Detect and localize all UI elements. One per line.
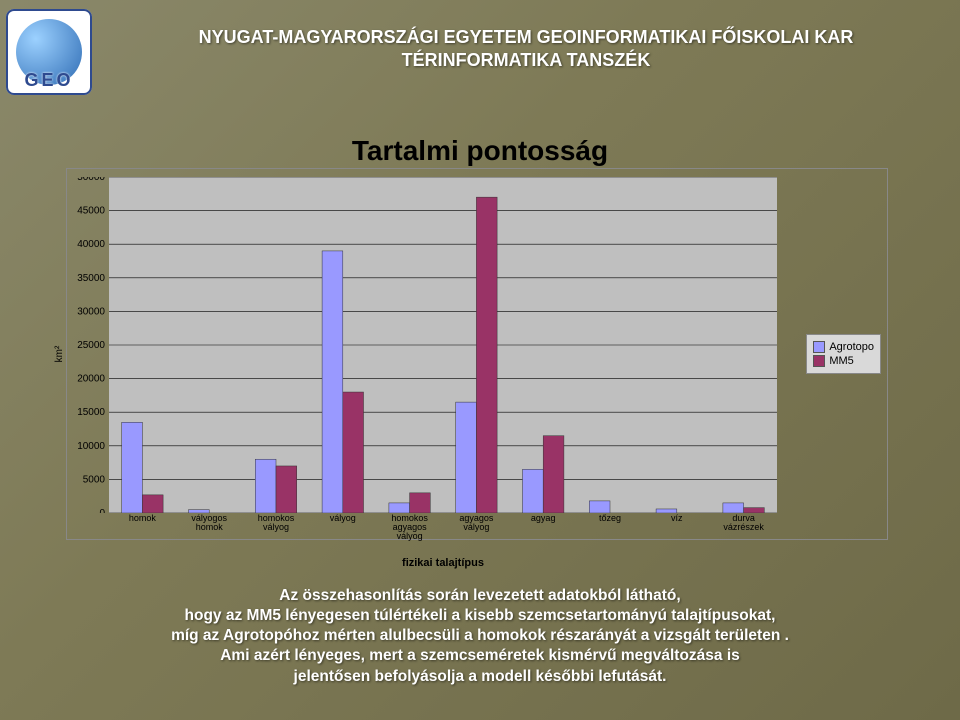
caption-line: Ami azért lényeges, mert a szemcsemérete… xyxy=(40,646,920,666)
svg-text:10000: 10000 xyxy=(77,441,105,452)
y-axis-label: km² xyxy=(54,346,65,363)
svg-text:homok: homok xyxy=(196,522,224,532)
header: GEO NYUGAT-MAGYARORSZÁGI EGYETEM GEOINFO… xyxy=(0,0,960,98)
svg-text:víz: víz xyxy=(671,513,683,523)
x-ticks: homokvályogoshomokhomokosvályogvályoghom… xyxy=(109,513,777,543)
svg-text:35000: 35000 xyxy=(77,273,105,284)
caption-line: Az összehasonlítás során levezetett adat… xyxy=(40,586,920,606)
svg-text:30000: 30000 xyxy=(77,306,105,317)
logo: GEO xyxy=(6,9,92,95)
y-ticks: 0 5000 10000 15000 20000 25000 30000 35000 40000… xyxy=(67,177,109,513)
svg-text:homok: homok xyxy=(129,513,157,523)
svg-text:vályog: vályog xyxy=(397,531,423,541)
caption-line: jelentősen befolyásolja a modell későbbi… xyxy=(40,667,920,687)
legend-swatch xyxy=(813,355,825,367)
legend-item: MM5 xyxy=(813,355,874,367)
caption: Az összehasonlítás során levezetett adat… xyxy=(40,586,920,687)
header-line2: TÉRINFORMATIKA TANSZÉK xyxy=(92,50,960,71)
svg-text:40000: 40000 xyxy=(77,239,105,250)
legend-label: Agrotopo xyxy=(829,341,874,353)
caption-line: míg az Agrotopóhoz mérten alulbecsüli a … xyxy=(40,626,920,646)
legend-label: MM5 xyxy=(829,355,853,367)
chart-svg xyxy=(109,177,777,513)
chart: km² 050001000015000200002500030000350004… xyxy=(66,168,888,540)
svg-text:15000: 15000 xyxy=(77,407,105,418)
svg-text:vályog: vályog xyxy=(330,513,356,523)
legend: Agrotopo MM5 xyxy=(806,334,881,374)
svg-text:20000: 20000 xyxy=(77,374,105,385)
logo-text: GEO xyxy=(6,70,92,91)
svg-text:vályog: vályog xyxy=(263,522,289,532)
svg-text:5000: 5000 xyxy=(83,474,106,485)
svg-text:0: 0 xyxy=(99,508,105,513)
plot-area xyxy=(109,177,777,513)
legend-item: Agrotopo xyxy=(813,341,874,353)
x-axis-label: fizikai talajtípus xyxy=(109,557,777,569)
svg-text:tőzeg: tőzeg xyxy=(599,513,621,523)
caption-line: hogy az MM5 lényegesen túlértékeli a kis… xyxy=(40,606,920,626)
svg-text:50000: 50000 xyxy=(77,177,105,183)
svg-text:45000: 45000 xyxy=(77,206,105,217)
header-text: NYUGAT-MAGYARORSZÁGI EGYETEM GEOINFORMAT… xyxy=(92,27,960,71)
chart-title: Tartalmi pontosság xyxy=(0,135,960,167)
svg-text:agyag: agyag xyxy=(531,513,556,523)
svg-text:vályog: vályog xyxy=(463,522,489,532)
svg-text:vázrészek: vázrészek xyxy=(723,522,764,532)
legend-swatch xyxy=(813,341,825,353)
svg-text:25000: 25000 xyxy=(77,340,105,351)
header-line1: NYUGAT-MAGYARORSZÁGI EGYETEM GEOINFORMAT… xyxy=(92,27,960,48)
